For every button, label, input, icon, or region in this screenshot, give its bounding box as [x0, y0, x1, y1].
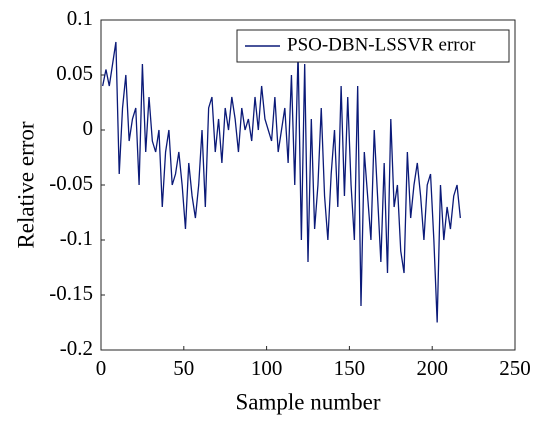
legend-label: PSO-DBN-LSSVR error	[287, 34, 476, 55]
data-line	[102, 41, 461, 323]
y-tick-label: -0.15	[49, 281, 93, 305]
y-tick-label: 0	[83, 116, 94, 140]
y-axis-label: Relative error	[13, 121, 38, 248]
x-tick-label: 100	[251, 356, 283, 380]
x-axis-label: Sample number	[236, 389, 381, 414]
y-tick-label: 0.05	[56, 61, 93, 85]
legend-box	[236, 29, 510, 63]
x-tick-label: 150	[334, 356, 366, 380]
y-tick-label: -0.1	[60, 226, 93, 250]
x-tick-label: 0	[96, 356, 107, 380]
x-tick-label: 200	[416, 356, 448, 380]
y-tick-label: 0.1	[67, 6, 93, 30]
y-tick-label: -0.2	[60, 336, 93, 360]
x-tick-label: 250	[499, 356, 531, 380]
y-tick-label: -0.05	[49, 171, 93, 195]
x-tick-label: 50	[173, 356, 194, 380]
